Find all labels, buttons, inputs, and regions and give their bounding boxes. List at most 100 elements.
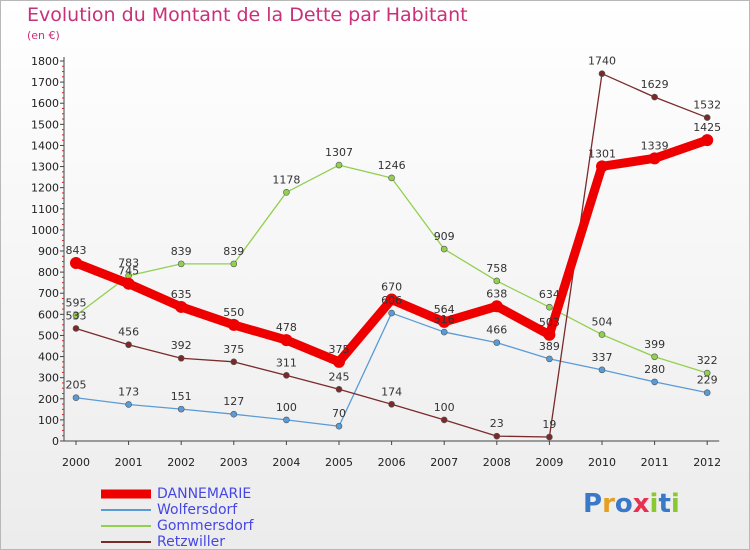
data-label-retzwiller: 375 [223,343,244,356]
data-label-wolfersdorf: 516 [434,313,455,326]
y-tick-label: 400 [38,351,59,364]
data-label-retzwiller: 392 [171,339,192,352]
data-label-gommersdorf: 1178 [272,173,300,186]
data-label-dannemarie: 564 [434,303,455,316]
data-point-dannemarie [333,355,345,368]
data-label-gommersdorf: 909 [434,230,455,243]
data-label-gommersdorf: 839 [223,245,244,258]
y-tick-label: 200 [38,393,59,406]
data-point-retzwiller [493,432,501,440]
data-point-wolfersdorf [546,355,553,363]
data-label-dannemarie: 1339 [641,139,669,152]
logo-letter: x [632,489,650,519]
legend-label-retzwiller: Retzwiller [157,534,226,550]
data-point-dannemarie [438,315,451,328]
data-point-wolfersdorf [703,389,711,396]
x-tick-label: 2005 [325,456,353,469]
data-point-gommersdorf [177,260,185,268]
logo-letter: t [658,489,671,519]
x-tick-label: 2004 [272,456,300,469]
data-point-gommersdorf [703,369,711,377]
data-point-wolfersdorf [72,394,80,402]
data-point-dannemarie [701,134,714,147]
data-label-retzwiller: 1740 [588,55,616,68]
data-label-dannemarie: 478 [276,321,297,334]
data-label-dannemarie: 635 [171,288,192,301]
data-label-dannemarie: 745 [118,265,139,278]
legend [101,489,151,543]
data-point-gommersdorf [230,260,238,268]
data-label-dannemarie: 503 [539,316,560,329]
data-point-retzwiller [546,433,553,441]
data-point-dannemarie [280,334,293,347]
logo-letter: P [583,489,603,519]
data-point-gommersdorf [493,277,501,285]
data-point-wolfersdorf [177,405,185,413]
y-tick-label: 300 [38,372,59,385]
logo-letter: i [649,489,659,519]
axes: 0 100 200 300 400 500 600 700 800 900 1000 1100 1200… [31,55,721,469]
data-point-gommersdorf [283,189,290,196]
data-point-dannemarie [385,293,398,306]
data-point-retzwiller [388,400,395,408]
data-point-gommersdorf [651,353,658,361]
data-label-retzwiller: 1629 [641,78,669,91]
data-label-wolfersdorf: 606 [381,294,402,307]
data-point-gommersdorf [440,245,448,253]
data-label-wolfersdorf: 70 [332,407,346,420]
data-point-retzwiller [651,93,658,101]
data-label-dannemarie: 638 [486,287,507,300]
data-label-gommersdorf: 839 [171,245,192,258]
chart-subtitle: (en €) [27,29,60,42]
x-tick-label: 2007 [430,456,458,469]
data-label-wolfersdorf: 205 [66,379,87,392]
y-tick-label: 1400 [31,139,59,152]
y-tick-label: 1200 [31,182,59,195]
data-point-retzwiller [703,114,711,121]
data-label-dannemarie: 1425 [693,121,721,134]
proxiti-logo: Proxiti [583,489,680,519]
x-tick-label: 2002 [167,456,195,469]
data-label-gommersdorf: 399 [644,338,665,351]
x-tick-label: 2000 [62,456,90,469]
data-label-wolfersdorf: 389 [539,340,560,353]
data-point-dannemarie [70,257,82,270]
data-label-wolfersdorf: 280 [644,363,665,376]
data-label-wolfersdorf: 100 [276,401,297,414]
x-tick-label: 2012 [693,456,721,469]
y-tick-label: 1300 [31,161,59,174]
data-point-dannemarie [648,152,661,165]
data-label-retzwiller: 533 [66,309,87,322]
data-point-retzwiller [598,70,606,77]
data-label-gommersdorf: 504 [592,316,613,329]
data-label-retzwiller: 100 [434,401,455,414]
y-tick-label: 500 [38,329,59,342]
data-point-retzwiller [72,325,80,332]
data-label-retzwiller: 245 [329,370,350,383]
data-point-dannemarie [490,300,503,313]
data-point-dannemarie [543,328,556,341]
x-tick-label: 2006 [378,456,406,469]
y-tick-label: 1700 [31,76,59,89]
data-label-wolfersdorf: 127 [223,395,244,408]
data-point-retzwiller [440,416,448,424]
data-label-wolfersdorf: 337 [592,351,613,364]
data-label-retzwiller: 23 [490,417,504,430]
x-tick-label: 2008 [483,456,511,469]
data-point-retzwiller [125,341,132,349]
data-point-dannemarie [175,300,188,313]
y-tick-label: 900 [38,245,59,258]
data-point-gommersdorf [335,161,343,169]
data-point-retzwiller [230,358,238,366]
data-label-gommersdorf: 595 [66,296,87,309]
data-label-dannemarie: 550 [223,306,244,319]
logo-letter: r [602,489,615,519]
y-tick-label: 700 [38,287,59,300]
legend-label-wolfersdorf: Wolfersdorf [157,502,238,518]
data-labels: 843 745 635 550 478 375 670 564 638 503 1301 1339 14… [66,55,722,431]
x-tick-label: 2001 [115,456,143,469]
data-label-wolfersdorf: 229 [697,374,718,387]
data-point-wolfersdorf [440,328,448,336]
